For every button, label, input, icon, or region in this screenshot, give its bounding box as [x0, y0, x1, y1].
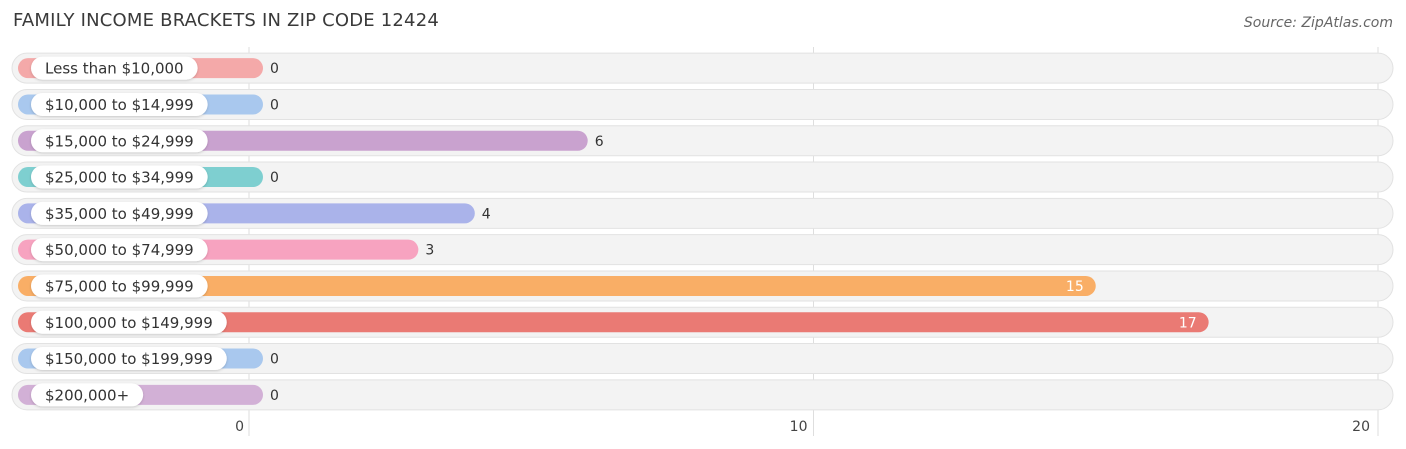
- category-label-pill: [31, 238, 208, 262]
- category-label-pill: [31, 201, 208, 225]
- row-background: [11, 343, 1394, 375]
- x-tick-label: 20: [1352, 419, 1370, 435]
- value-label: 4: [482, 206, 491, 222]
- category-label-pill: [31, 165, 208, 189]
- category-label: $10,000 to $14,999: [45, 96, 194, 114]
- value-label: 0: [270, 388, 279, 404]
- category-label: $50,000 to $74,999: [45, 241, 194, 259]
- chart-source: Source: ZipAtlas.com: [1243, 15, 1393, 31]
- category-label: $200,000+: [45, 386, 129, 404]
- category-label: $100,000 to $149,999: [45, 314, 213, 332]
- x-tick-label: 10: [790, 419, 808, 435]
- row-background: [11, 161, 1394, 193]
- value-label: 0: [270, 352, 279, 368]
- category-label-pill: [31, 310, 227, 334]
- value-label: 17: [1179, 315, 1197, 331]
- category-label-pill: [31, 92, 208, 116]
- value-label: 15: [1066, 279, 1084, 295]
- row-background: [11, 379, 1394, 411]
- value-label: 0: [270, 61, 279, 77]
- category-label: $25,000 to $34,999: [45, 169, 194, 187]
- category-label-pill: [31, 383, 144, 407]
- value-label: 3: [425, 243, 434, 259]
- x-tick-label: 0: [235, 419, 244, 435]
- category-label-pill: [31, 129, 208, 153]
- row-background: [11, 52, 1394, 84]
- bar: [18, 275, 1096, 296]
- value-label: 6: [595, 134, 604, 150]
- value-label: 0: [270, 97, 279, 113]
- category-label-pill: [31, 274, 208, 298]
- category-label: $150,000 to $199,999: [45, 350, 213, 368]
- category-label-pill: [31, 56, 198, 80]
- category-label-pill: [31, 347, 227, 371]
- row-background: [11, 88, 1394, 120]
- chart-title: FAMILY INCOME BRACKETS IN ZIP CODE 12424: [13, 10, 440, 31]
- category-label: $35,000 to $49,999: [45, 205, 194, 223]
- bar: [18, 312, 1209, 333]
- value-label: 0: [270, 170, 279, 186]
- category-label: Less than $10,000: [45, 60, 184, 78]
- category-label: $15,000 to $24,999: [45, 132, 194, 150]
- category-label: $75,000 to $99,999: [45, 277, 194, 295]
